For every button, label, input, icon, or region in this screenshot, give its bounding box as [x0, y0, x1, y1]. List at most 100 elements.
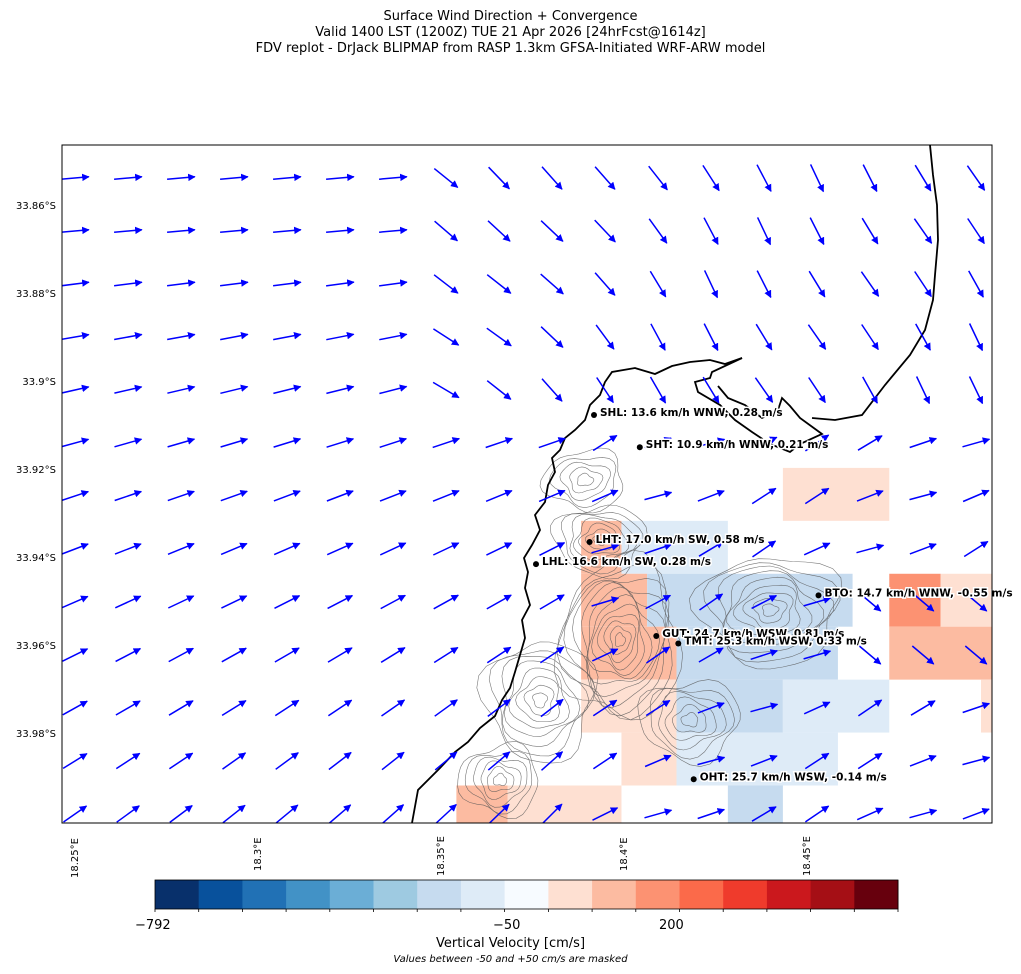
wind-vector — [220, 490, 248, 502]
wind-vector — [382, 804, 405, 823]
wind-vector — [751, 594, 778, 610]
wind-vector — [752, 540, 777, 558]
wind-vector — [594, 166, 616, 190]
colorbar-note: Values between -50 and +50 cm/s are mask… — [393, 954, 628, 965]
wind-vector — [433, 594, 459, 610]
wind-vector — [697, 808, 726, 820]
wind-vector — [703, 323, 719, 352]
wind-vector — [114, 437, 143, 448]
wind-vector — [697, 701, 725, 714]
terrain-contour — [578, 522, 621, 555]
wind-vector — [750, 754, 778, 767]
wind-vector — [115, 752, 141, 770]
wind-vector — [596, 377, 614, 404]
station-label-oht: OHT: 25.7 km/h WSW, -0.14 m/s — [700, 771, 887, 783]
vv-cell-9 — [889, 626, 992, 680]
wind-vector — [595, 324, 615, 350]
wind-vector — [220, 226, 249, 235]
wind-vector — [275, 804, 299, 823]
wind-vector — [380, 647, 406, 663]
wind-vector — [168, 647, 194, 663]
wind-vector — [378, 279, 408, 287]
wind-vector — [222, 804, 246, 823]
lat-label-4: 33.92°S — [16, 465, 56, 476]
wind-vector — [541, 751, 564, 771]
wind-vector — [803, 542, 831, 556]
station-marker-tmt — [675, 640, 682, 647]
vv-cell-14 — [621, 732, 677, 786]
wind-vector — [326, 542, 354, 556]
wind-vector — [432, 542, 460, 556]
terrain-contour — [539, 447, 624, 514]
wind-vector — [644, 436, 672, 449]
wind-vector — [486, 327, 512, 347]
terrain-contour — [733, 584, 801, 636]
terrain-contour — [603, 620, 637, 664]
wind-vector — [808, 270, 826, 298]
terrain-contour — [726, 576, 813, 640]
wind-vector — [750, 649, 779, 661]
terrain-contour — [664, 696, 717, 741]
wind-vector — [592, 752, 618, 770]
terrain-contour — [722, 570, 825, 645]
colorbar-swatch — [460, 880, 506, 909]
station-label-lht: LHT: 17.0 km/h SW, 0.58 m/s — [596, 534, 765, 546]
wind-vector — [804, 752, 830, 770]
wind-vector — [857, 435, 883, 451]
wind-vector — [434, 220, 458, 242]
wind-vector — [114, 595, 142, 609]
wind-vector — [804, 805, 830, 823]
wind-vector — [645, 699, 671, 717]
wind-vector — [167, 173, 196, 182]
lat-label-7: 33.98°S — [16, 729, 56, 740]
colorbar-swatch — [592, 880, 637, 909]
wind-vector — [809, 164, 825, 193]
wind-vector — [860, 271, 880, 297]
terrain-contour — [457, 741, 539, 820]
wind-vector — [114, 542, 142, 555]
wind-vector — [326, 226, 355, 235]
wind-vector — [803, 596, 832, 607]
wind-vector — [167, 226, 196, 235]
colorbar-tick-min: −792 — [135, 918, 171, 933]
wind-vector — [379, 226, 408, 235]
chart-title-line-3: FDV replot - DrJack BLIPMAP from RASP 1.… — [255, 41, 766, 56]
wind-vector — [485, 489, 513, 502]
wind-vector — [273, 226, 302, 235]
wind-vector — [435, 803, 457, 823]
wind-vector — [803, 701, 831, 715]
colorbar-swatch — [329, 880, 374, 909]
wind-vector — [538, 489, 566, 503]
wind-vector — [486, 274, 512, 294]
terrain-contour — [615, 632, 627, 647]
wind-vector — [857, 699, 883, 717]
wind-vector — [909, 808, 938, 819]
plot-frame — [61, 144, 993, 824]
wind-vector — [539, 594, 565, 610]
wind-vector — [697, 489, 725, 502]
terrain-contour — [553, 549, 684, 721]
wind-vector — [380, 594, 406, 610]
terrain-contour — [596, 613, 640, 671]
colorbar-swatch — [417, 880, 462, 909]
wind-vector — [114, 226, 143, 235]
vertical-velocity-layer — [456, 467, 992, 823]
wind-vector — [909, 437, 938, 449]
wind-vector — [274, 595, 301, 609]
wind-vector — [703, 270, 719, 299]
wind-vector — [807, 324, 827, 350]
wind-vector — [914, 164, 932, 192]
wind-vector — [648, 165, 668, 191]
wind-vector — [809, 217, 825, 246]
wind-vector — [220, 384, 249, 395]
wind-vector — [591, 543, 620, 554]
wind-vector — [62, 542, 89, 555]
wind-vector — [381, 751, 405, 771]
wind-vector — [592, 434, 618, 452]
colorbar-tick-mid: −50 — [493, 918, 521, 933]
vv-cell-6 — [940, 573, 992, 627]
lon-label-4: 18.4°E — [619, 837, 630, 871]
wind-vector — [591, 596, 620, 607]
colorbar — [154, 879, 899, 912]
